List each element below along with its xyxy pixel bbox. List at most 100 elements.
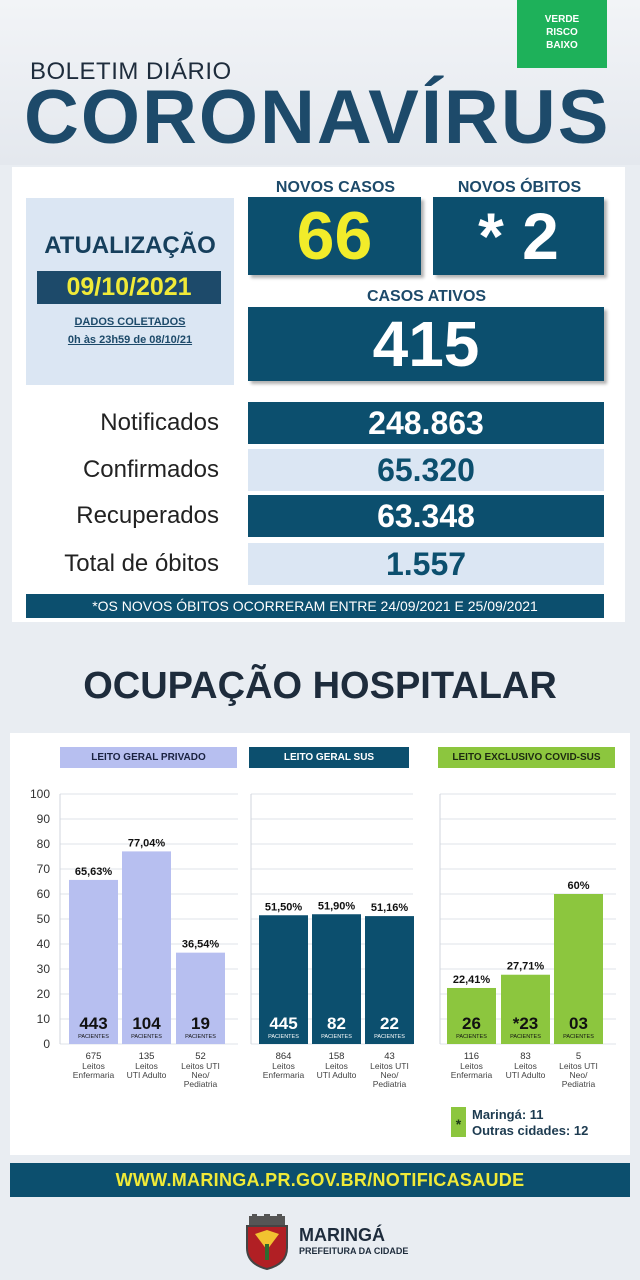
bar-patients-caption: PACIENTES [510, 1034, 541, 1040]
legend-other-cities: Outras cidades: 12 [472, 1123, 589, 1138]
notification-url-link[interactable]: WWW.MARINGA.PR.GOV.BR/NOTIFICASAUDE [10, 1163, 630, 1197]
new-deaths-label: NOVOS ÓBITOS [457, 179, 582, 196]
group-header-private: LEITO GERAL PRIVADO [60, 747, 237, 768]
bar-category-label: Enfermaria [263, 1070, 305, 1080]
bar-percent-label: 51,90% [318, 900, 356, 912]
bar-beds-count: 116 [464, 1051, 479, 1062]
group-header-sus: LEITO GERAL SUS [249, 747, 409, 768]
y-tick-label: 70 [37, 862, 51, 876]
bar [501, 974, 550, 1044]
bar-beds-count: 5 [576, 1051, 581, 1062]
city-coat-of-arms-icon [246, 1214, 288, 1270]
stat-label-notified: Notificados [100, 409, 219, 436]
y-tick-label: 60 [37, 887, 51, 901]
bar-category-label: Leitos [135, 1061, 158, 1071]
bar [312, 914, 361, 1044]
bar-percent-label: 27,71% [507, 961, 545, 973]
new-deaths-value: * 2 [433, 197, 604, 275]
y-tick-label: 90 [37, 812, 51, 826]
bar-percent-label: 60% [567, 880, 589, 892]
bar-percent-label: 77,04% [128, 837, 166, 849]
bar-patients-count: 82 [327, 1014, 346, 1033]
bar-patients-count: 26 [462, 1014, 481, 1033]
bar-category-label: Enfermaria [73, 1070, 115, 1080]
bar-beds-count: 135 [139, 1051, 155, 1062]
data-collected-period: 0h às 23h59 de 08/10/21 [67, 334, 193, 346]
stat-value-recovered: 63.348 [248, 495, 604, 537]
bar-patients-caption: PACIENTES [321, 1034, 352, 1040]
bar-category-label: Leitos UTI [559, 1061, 598, 1071]
risk-line: RISCO [546, 27, 578, 38]
bar [365, 916, 414, 1044]
bar-category-label: UTI Adulto [127, 1070, 167, 1080]
bar-category-label: Leitos [460, 1061, 483, 1071]
bar-patients-count: 03 [569, 1014, 588, 1033]
y-tick-label: 50 [37, 912, 51, 926]
bar-beds-count: 864 [276, 1051, 292, 1062]
bar [122, 851, 171, 1044]
legend-maringa: Maringá: 11 [472, 1107, 544, 1122]
bar-category-label: Pediatria [373, 1079, 407, 1089]
bar-patients-count: 445 [269, 1014, 297, 1033]
risk-level-badge: VERDE RISCO BAIXO [517, 0, 607, 68]
bar [447, 987, 496, 1044]
bulletin-subtitle: BOLETIM DIÁRIO [30, 58, 232, 85]
bar-category-label: UTI Adulto [317, 1070, 357, 1080]
new-cases-label: NOVOS CASOS [275, 179, 396, 196]
bar-category-label: Pediatria [184, 1079, 218, 1089]
stat-value-notified: 248.863 [248, 402, 604, 444]
y-tick-label: 20 [37, 987, 51, 1001]
bar-beds-count: 43 [384, 1051, 395, 1062]
city-hall-label: PREFEITURA DA CIDADE [299, 1246, 409, 1256]
bar [554, 894, 603, 1044]
active-cases-value: 415 [248, 307, 604, 381]
bar-category-label: Neo/ [381, 1070, 400, 1080]
bar-patients-caption: PACIENTES [456, 1034, 487, 1040]
bar-category-label: Neo/ [570, 1070, 589, 1080]
y-tick-label: 0 [43, 1037, 50, 1051]
bar-patients-count: 19 [191, 1014, 210, 1033]
bar-percent-label: 22,41% [453, 974, 491, 986]
update-label: ATUALIZAÇÃO [44, 232, 216, 259]
bar-category-label: Enfermaria [451, 1070, 493, 1080]
bar-category-label: Pediatria [562, 1079, 596, 1089]
bar-percent-label: 51,16% [371, 902, 409, 914]
update-date: 09/10/2021 [37, 271, 221, 304]
bar [69, 879, 118, 1044]
bar-patients-count: 443 [79, 1014, 107, 1033]
bar-percent-label: 51,50% [265, 901, 303, 913]
bar-beds-count: 158 [329, 1051, 345, 1062]
bar-percent-label: 65,63% [75, 866, 113, 878]
bar-patients-caption: PACIENTES [131, 1034, 162, 1040]
bar [259, 915, 308, 1044]
bar-percent-label: 36,54% [182, 939, 220, 951]
bar-category-label: Leitos [82, 1061, 105, 1071]
risk-line: VERDE [544, 14, 580, 25]
bar-category-label: Leitos [272, 1061, 295, 1071]
bar-patients-count: 22 [380, 1014, 399, 1033]
bar-patients-caption: PACIENTES [374, 1034, 405, 1040]
asterisk-legend-marker: * [451, 1107, 466, 1137]
y-tick-label: 80 [37, 837, 51, 851]
stat-label-confirmed: Confirmados [82, 456, 219, 483]
bar-category-label: Leitos UTI [370, 1061, 409, 1071]
active-cases-label: CASOS ATIVOS [366, 288, 487, 305]
bar-patients-count: 104 [132, 1014, 161, 1033]
y-tick-label: 40 [37, 937, 51, 951]
bar-beds-count: 675 [86, 1051, 102, 1062]
stat-label-total-deaths: Total de óbitos [64, 550, 219, 577]
y-tick-label: 30 [37, 962, 51, 976]
bar-category-label: Neo/ [192, 1070, 211, 1080]
bar-patients-count: *23 [513, 1014, 539, 1033]
bar-category-label: Leitos [325, 1061, 348, 1071]
stat-label-recovered: Recuperados [76, 502, 219, 529]
bar-beds-count: 52 [195, 1051, 206, 1062]
bar-category-label: UTI Adulto [506, 1070, 546, 1080]
stat-value-total-deaths: 1.557 [248, 543, 604, 585]
data-collected-note: DADOS COLETADOS [74, 316, 186, 328]
risk-line: BAIXO [546, 40, 578, 51]
y-tick-label: 10 [37, 1012, 51, 1026]
group-header-covid-sus: LEITO EXCLUSIVO COVID-SUS [438, 747, 615, 768]
bar-beds-count: 83 [520, 1051, 531, 1062]
